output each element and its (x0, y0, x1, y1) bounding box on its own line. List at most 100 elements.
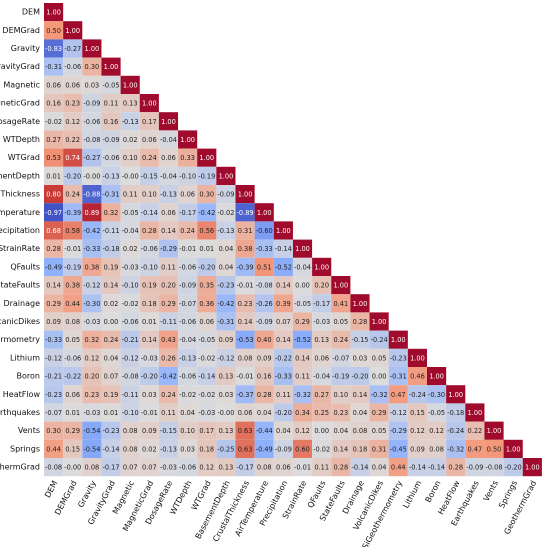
cell-label: 1.00 (448, 391, 463, 399)
cell-label: -0.32 (294, 391, 311, 399)
cell (446, 385, 466, 404)
cell (254, 330, 274, 349)
cell (254, 239, 274, 258)
cell (120, 75, 140, 94)
cell (197, 148, 217, 167)
cell-label: -0.13 (217, 227, 234, 235)
cell-label: -0.07 (45, 409, 62, 417)
cell (273, 294, 293, 313)
cell (235, 421, 255, 440)
cell-label: -0.52 (294, 336, 311, 344)
cell (44, 39, 64, 58)
cell-label: 0.17 (142, 118, 157, 126)
cell-label: 0.00 (372, 373, 387, 381)
cell (158, 112, 179, 131)
cell (312, 458, 332, 477)
cell (273, 221, 293, 240)
cell-label: 0.56 (199, 227, 214, 235)
cell-label: 0.47 (391, 391, 406, 399)
cell-label: 0.04 (276, 427, 291, 435)
cell-label: -0.12 (45, 354, 62, 362)
cell-label: -0.49 (256, 445, 273, 453)
cell-label: 1.00 (525, 464, 540, 472)
cell-label: -0.14 (275, 245, 292, 253)
cell-label: 0.06 (199, 318, 214, 326)
y-tick-label: WTDepth (3, 135, 40, 144)
cell (158, 130, 179, 149)
cell-label: -0.23 (390, 354, 407, 362)
cell-label: 0.08 (65, 318, 80, 326)
cell-label: -0.11 (160, 318, 177, 326)
cell-label: 1.00 (372, 318, 387, 326)
cell-label: 0.02 (142, 445, 157, 453)
cell (216, 348, 236, 367)
cell-label: -0.60 (256, 227, 273, 235)
cell (44, 185, 64, 204)
cell (312, 257, 332, 276)
cell (178, 276, 198, 295)
cell (158, 330, 179, 349)
cell (158, 439, 179, 458)
cell-label: 0.23 (238, 300, 253, 308)
cell-label: 0.35 (199, 282, 214, 290)
cell (388, 439, 408, 458)
cell (82, 421, 102, 440)
cell-label: 1.00 (180, 136, 195, 144)
cell (101, 148, 121, 167)
cell-label: 0.23 (333, 409, 348, 417)
cell-label: 1.00 (410, 354, 425, 362)
cell (44, 166, 64, 185)
cell (254, 257, 274, 276)
cell-label: -0.13 (102, 172, 119, 180)
cell-label: 0.29 (46, 300, 61, 308)
cell (235, 239, 255, 258)
cell (292, 257, 313, 276)
cell (235, 276, 255, 295)
cell (312, 330, 332, 349)
cell-label: -0.00 (217, 409, 234, 417)
x-tick-label: Vents (482, 479, 500, 503)
cell (101, 385, 121, 404)
cell-label: -0.17 (313, 300, 330, 308)
cell (292, 312, 313, 331)
cell (101, 403, 121, 422)
cell (44, 439, 64, 458)
cell-label: 1.00 (257, 209, 272, 217)
cell (292, 403, 313, 422)
cell (216, 276, 236, 295)
cell-label: -0.06 (179, 263, 196, 271)
cell (120, 330, 140, 349)
cell-label: 0.20 (161, 282, 176, 290)
cell-label: 1.00 (238, 191, 253, 199)
cell-label: -0.20 (275, 409, 292, 417)
cell-label: 0.44 (65, 300, 80, 308)
cell (44, 348, 64, 367)
cell-label: -0.24 (447, 427, 464, 435)
cell (44, 458, 64, 477)
cell-label: 0.13 (314, 336, 329, 344)
cell-label: -0.24 (371, 336, 388, 344)
cell-label: 0.12 (410, 427, 425, 435)
cell-label: -0.02 (198, 354, 215, 362)
cell-label: 0.34 (295, 409, 310, 417)
cell (63, 439, 83, 458)
cell-label: 0.50 (46, 27, 61, 35)
cell-label: 0.06 (142, 136, 157, 144)
y-tick-label: Springs (10, 444, 40, 453)
cell (120, 166, 140, 185)
cell-label: -0.12 (122, 354, 139, 362)
cell-label: -0.08 (256, 282, 273, 290)
cell-label: 0.44 (391, 464, 406, 472)
cell (120, 294, 140, 313)
cell-label: 0.20 (314, 282, 329, 290)
cell-label: 0.14 (104, 282, 119, 290)
cell-label: 0.26 (161, 354, 176, 362)
cell (63, 57, 83, 76)
cell-label: -0.15 (160, 427, 177, 435)
y-tick-label: Precipitation (0, 226, 40, 235)
cell-label: 0.53 (46, 154, 61, 162)
cell-label: -0.45 (390, 445, 407, 453)
cell-label: 0.36 (199, 300, 214, 308)
cell-label: -0.19 (64, 263, 81, 271)
cell (273, 257, 293, 276)
